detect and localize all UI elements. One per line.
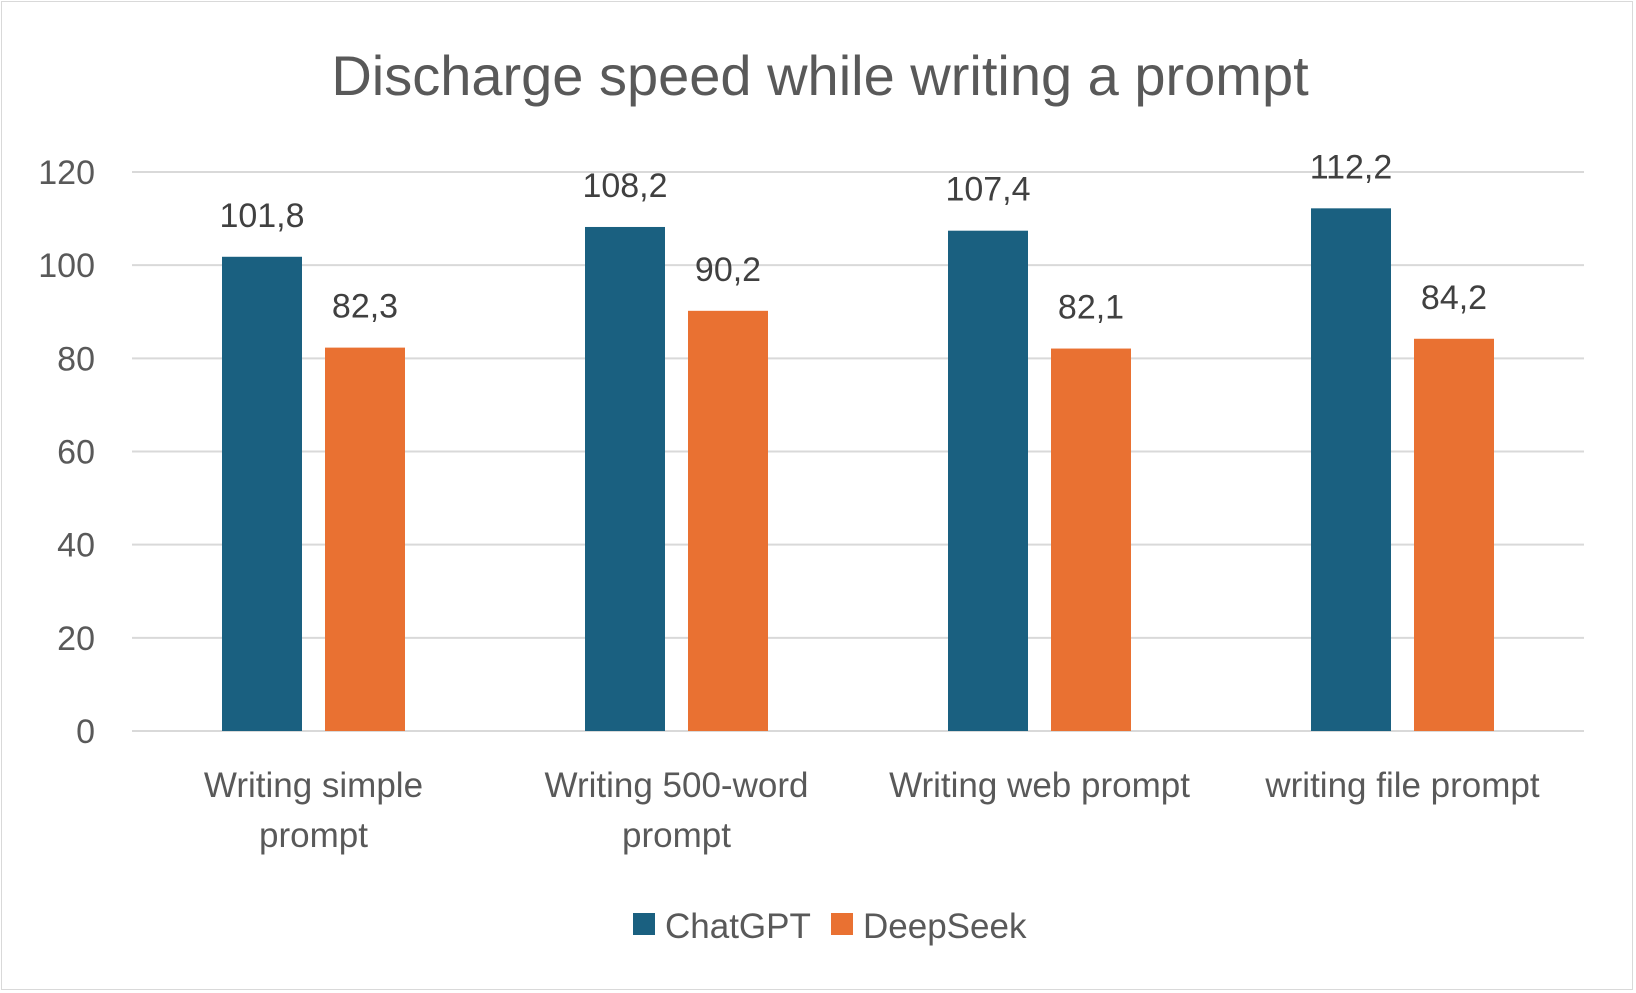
bar-chatgpt-1	[585, 226, 665, 732]
x-category-label: Writing 500-word	[545, 766, 809, 805]
data-label: 90,2	[695, 251, 761, 289]
data-label: 108,2	[582, 167, 667, 205]
y-tick-label: 80	[57, 340, 95, 378]
bars	[222, 208, 1494, 732]
bar-deepseek-2	[1051, 348, 1131, 731]
data-labels: 101,8 82,3 108,2 90,2 107,4 82,1 112,2 84,2	[219, 148, 1487, 326]
bar-chatgpt-3	[1311, 208, 1391, 731]
x-axis-labels: Writing simple prompt Writing 500-word prom…	[204, 766, 1540, 855]
chart-title: Discharge speed while writing a prompt	[331, 44, 1309, 107]
legend-label-chatgpt: ChatGPT	[665, 907, 811, 946]
data-label: 112,2	[1310, 148, 1393, 186]
y-tick-label: 120	[38, 154, 95, 192]
legend-label-deepseek: DeepSeek	[863, 907, 1027, 946]
data-label: 82,3	[332, 288, 398, 326]
data-label: 101,8	[219, 197, 304, 235]
y-tick-label: 40	[57, 527, 95, 565]
bar-deepseek-1	[688, 310, 768, 731]
legend-swatch-chatgpt	[633, 913, 655, 935]
data-label: 84,2	[1421, 279, 1487, 317]
bar-deepseek-3	[1414, 338, 1494, 731]
y-axis-ticks: 0 20 40 60 80 100 120	[38, 154, 95, 751]
data-label: 82,1	[1058, 289, 1124, 327]
bar-deepseek-0	[325, 347, 405, 731]
x-category-label: prompt	[259, 816, 368, 855]
x-category-label: prompt	[622, 816, 731, 855]
data-label: 107,4	[945, 171, 1030, 209]
y-tick-label: 60	[57, 434, 95, 472]
y-tick-label: 0	[76, 713, 95, 751]
y-tick-label: 100	[38, 247, 95, 285]
x-category-label: writing file prompt	[1264, 766, 1540, 805]
y-tick-label: 20	[57, 620, 95, 658]
bar-chatgpt-2	[948, 230, 1028, 731]
legend-swatch-deepseek	[831, 913, 853, 935]
bar-chatgpt-0	[222, 256, 302, 731]
legend: ChatGPT DeepSeek	[633, 907, 1027, 946]
x-category-label: Writing web prompt	[889, 766, 1190, 805]
x-category-label: Writing simple	[204, 766, 423, 805]
